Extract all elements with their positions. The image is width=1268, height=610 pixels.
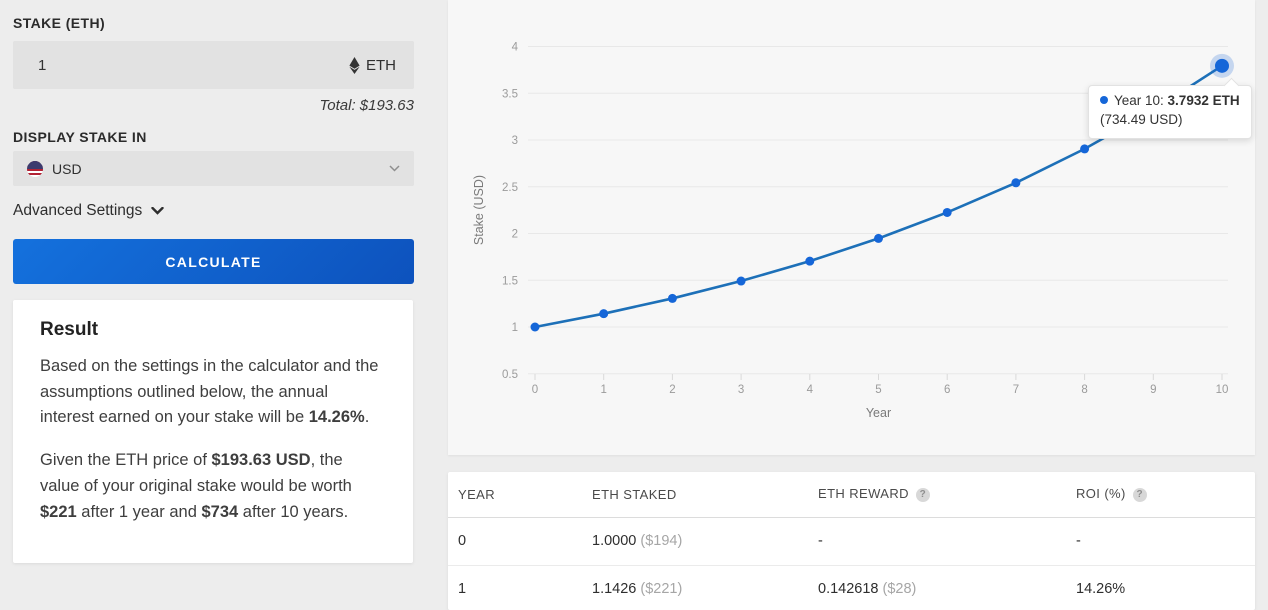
result-paragraph-interest: Based on the settings in the calculator … [40,357,379,427]
cell-roi: - [1076,533,1081,549]
table-row: 0 1.0000 ($194) - - [448,517,1255,565]
calculate-button[interactable]: CALCULATE [13,239,414,284]
cell-year: 1 [458,581,467,597]
x-tick-label: 4 [807,384,814,396]
result-title: Result [40,319,99,340]
result-paragraph-value: Given the ETH price of $193.63 USD, the … [40,451,352,521]
table-row: 1 1.1426 ($221) 0.142618 ($28) 14.26% [448,565,1255,610]
y-tick-label: 0.5 [502,369,518,381]
col-eth-staked: ETH STAKED [592,486,677,502]
x-tick-label: 2 [669,384,675,396]
x-axis-label: Year [866,406,891,420]
advanced-settings-toggle[interactable]: Advanced Settings [13,202,164,220]
tooltip-line1: Year 10: [1114,93,1168,108]
help-icon[interactable]: ? [915,488,930,503]
x-tick-label: 3 [738,384,744,396]
chart-tooltip: Year 10: 3.7932 ETH (734.49 USD) [1088,77,1252,139]
chart-point[interactable] [736,276,746,286]
help-icon[interactable]: ? [1132,488,1147,503]
cell-year: 0 [458,533,467,549]
x-tick-label: 6 [944,384,950,396]
cell-eth-reward: - [818,533,823,549]
stake-unit-label: ETH [366,56,396,74]
x-tick-label: 9 [1150,384,1156,396]
stake-growth-chart[interactable]: 0.5 1 1.5 2 2.5 3 3.5 4 0 1 2 3 4 5 6 7 8 9 10 Year Stake (U… [448,0,1255,455]
y-tick-label: 3 [512,135,518,147]
eth-icon [349,56,360,74]
chevron-down-icon [389,165,400,172]
result-card: Result Based on the settings in the calc… [13,300,413,563]
y-tick-label: 2.5 [502,182,518,194]
us-flag-icon [27,160,43,177]
y-tick-label: 1 [512,322,518,334]
chart-point[interactable] [667,293,677,303]
chart-point[interactable] [1011,178,1021,188]
chart-point-highlighted[interactable] [1215,58,1229,73]
stake-eth-label: STAKE (ETH) [13,15,106,31]
stake-input[interactable] [13,41,414,89]
chart-point[interactable] [874,233,883,243]
table-header-row: YEAR ETH STAKED ETH REWARD? ROI (%)? [448,472,1255,517]
chart-point[interactable] [1080,144,1090,154]
chart-point[interactable] [599,309,609,319]
cell-eth-staked: 1.0000 ($194) [592,533,683,549]
tooltip-series-dot-icon [1100,96,1108,104]
x-tick-label: 1 [600,384,606,396]
stake-growth-chart-card: 0.5 1 1.5 2 2.5 3 3.5 4 0 1 2 3 4 5 6 7 8 9 10 Year Stake (U… [448,0,1255,455]
stake-input-field[interactable]: ETH [13,41,414,89]
y-axis-label: Stake (USD) [472,175,486,245]
y-tick-label: 1.5 [502,275,518,287]
col-year: YEAR [458,486,496,502]
chart-point[interactable] [805,256,815,266]
stake-unit-suffix: ETH [349,41,396,89]
chevron-down-icon [151,207,164,215]
x-tick-label: 10 [1216,384,1229,396]
y-tick-label: 4 [512,42,519,54]
y-tick-label: 2 [512,229,518,241]
results-table-card: YEAR ETH STAKED ETH REWARD? ROI (%)? 0 1… [448,472,1255,610]
stake-total-usd: Total: $193.63 [319,97,414,114]
y-tick-label: 3.5 [502,88,518,100]
col-eth-reward: ETH REWARD? [818,472,1076,517]
chart-point[interactable] [942,207,952,217]
tooltip-line2: (734.49 USD) [1100,111,1183,127]
cell-eth-reward: 0.142618 ($28) [818,581,917,597]
x-tick-label: 8 [1081,384,1087,396]
currency-value: USD [52,160,82,177]
x-tick-label: 7 [1013,384,1019,396]
x-tick-label: 0 [532,384,538,396]
cell-roi: 14.26% [1076,581,1126,597]
x-tick-label: 5 [875,384,881,396]
tooltip-line1-value: 3.7932 ETH [1167,93,1240,108]
cell-eth-staked: 1.1426 ($221) [592,581,683,597]
results-table: YEAR ETH STAKED ETH REWARD? ROI (%)? 0 1… [448,472,1255,610]
advanced-settings-label: Advanced Settings [13,202,143,219]
chart-point[interactable] [530,322,540,332]
display-stake-in-label: DISPLAY STAKE IN [13,129,147,145]
col-roi: ROI (%)? [1076,472,1255,517]
currency-select[interactable]: USD [13,151,414,186]
